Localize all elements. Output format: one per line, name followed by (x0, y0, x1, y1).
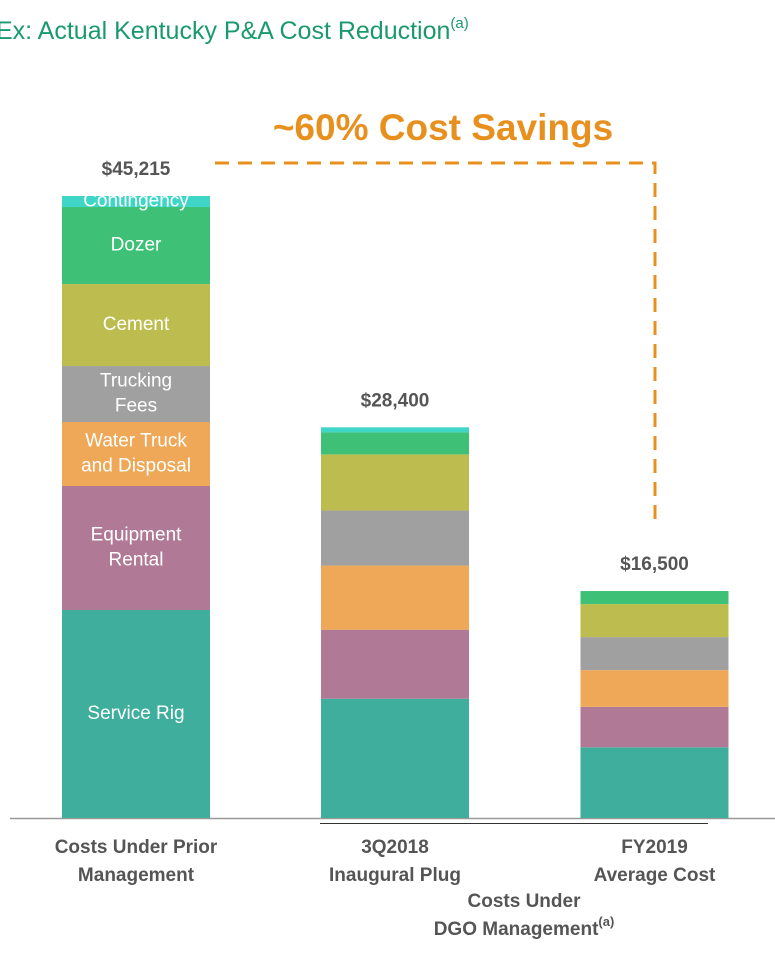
title-text: Ex: Actual Kentucky P&A Cost Reduction (0, 17, 450, 45)
segment-label: Water Truck and Disposal (81, 431, 191, 477)
group-label-line: DGO Management (434, 919, 599, 940)
segment-label-line: Fees (115, 396, 157, 417)
bar-segment (580, 591, 729, 605)
bar-segment (321, 454, 469, 511)
segment-label: Equipment Rental (91, 525, 183, 571)
segment-label-text: Cement (103, 314, 170, 335)
category-label-line: FY2019 (621, 837, 688, 858)
segment-label-line: Trucking (100, 371, 172, 392)
bar-segment (321, 565, 469, 630)
annotation: ~60% Cost Savings (273, 107, 613, 148)
bar-segment (580, 670, 729, 707)
category-label: FY2019 Average Cost (594, 837, 716, 886)
segment-label-text: Contingency (83, 191, 189, 212)
segment-label-line: Cement (103, 314, 170, 335)
bar-segment (321, 432, 469, 455)
bar-segment (62, 366, 210, 423)
segment-label: Dozer (111, 235, 162, 256)
segment-label-line: and Disposal (81, 456, 191, 477)
category-label-line: Management (78, 865, 195, 886)
group-label-note: (a) (598, 914, 614, 929)
bar-segment (580, 706, 729, 748)
bar-segment (580, 637, 729, 671)
segment-label-line: Service Rig (87, 703, 184, 724)
category-label-line: Inaugural Plug (329, 865, 461, 886)
bar-segment (580, 604, 729, 638)
category-label-text: 3Q2018 Inaugural Plug (329, 837, 461, 886)
bar-segment (321, 427, 469, 433)
chart-title: Ex: Actual Kentucky P&A Cost Reduction(a… (0, 15, 469, 45)
group-label-text: Costs Under DGO Management (434, 891, 599, 940)
category-label-text: FY2019 Average Cost (594, 837, 716, 886)
total-label: $45,215 (102, 159, 171, 180)
category-label-line: Costs Under Prior (55, 837, 218, 858)
bar-segment (62, 196, 210, 208)
category-label: Costs Under Prior Management (55, 837, 218, 886)
segment-label-text: Dozer (111, 235, 162, 256)
bar-segment (321, 629, 469, 699)
segment-label-text: Trucking Fees (100, 371, 172, 417)
segment-label: Service Rig (87, 703, 184, 724)
bar-segment (321, 510, 469, 566)
bar-segment (62, 485, 210, 611)
segment-label: Cement (103, 314, 170, 335)
bar-segment (62, 284, 210, 367)
total-label: $28,400 (361, 390, 430, 411)
segment-label-line: Rental (109, 550, 164, 571)
group-label: Costs Under DGO Management(a) (434, 891, 615, 940)
savings-bracket (215, 161, 657, 522)
bar-segment (62, 207, 210, 285)
category-label: 3Q2018 Inaugural Plug (329, 837, 461, 886)
group-label-line: Costs Under (468, 891, 582, 912)
category-label-line: Average Cost (594, 865, 716, 886)
segment-label-line: Contingency (83, 191, 189, 212)
segment-label: Contingency (83, 191, 189, 212)
segment-label-line: Equipment (91, 525, 183, 546)
title-note: (a) (450, 15, 468, 32)
bar-segment (580, 747, 729, 818)
segment-label-text: Service Rig (87, 703, 184, 724)
bar-segment (62, 422, 210, 486)
category-label-text: Costs Under Prior Management (55, 837, 218, 886)
bar-segment (62, 610, 210, 818)
segment-label: Trucking Fees (100, 371, 172, 417)
segment-label-line: Dozer (111, 235, 162, 256)
bar-segment (321, 698, 469, 818)
segment-label-line: Water Truck (85, 431, 187, 452)
segment-label-text: Water Truck and Disposal (81, 431, 191, 477)
category-label-line: 3Q2018 (361, 837, 429, 858)
total-label: $16,500 (620, 554, 689, 575)
segment-label-text: Equipment Rental (91, 525, 183, 571)
